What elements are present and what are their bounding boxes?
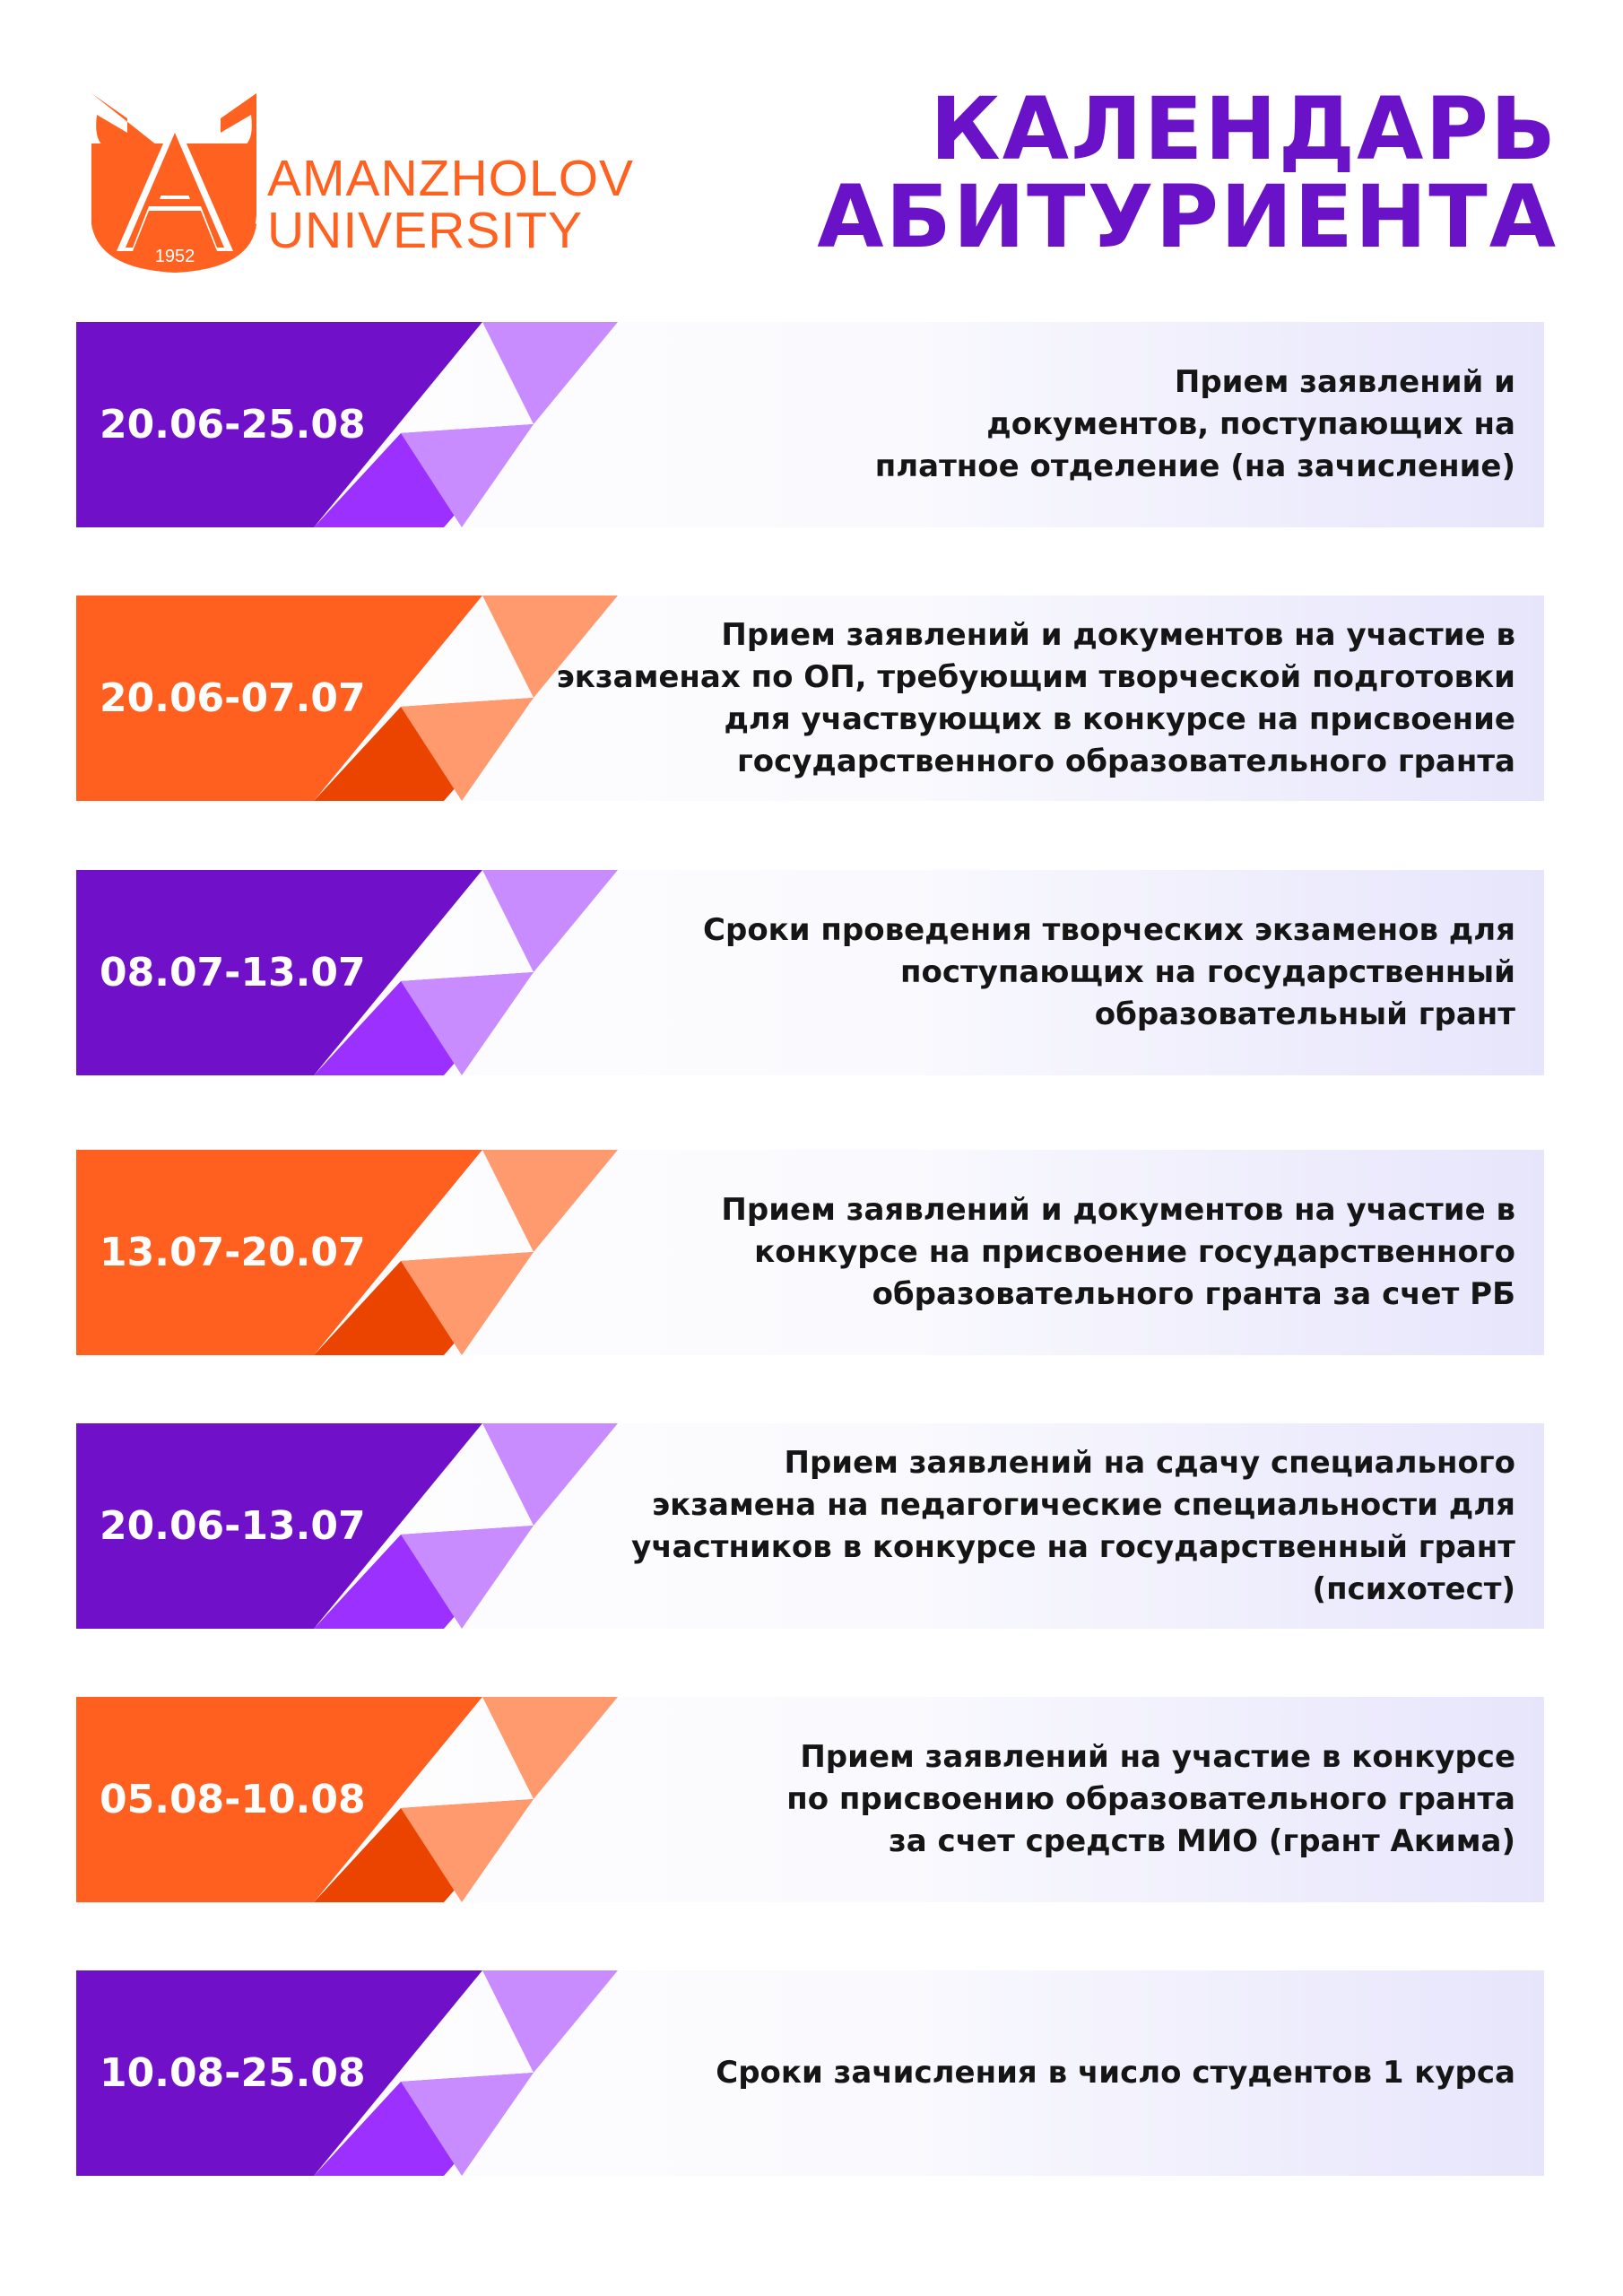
date-band [76, 596, 482, 801]
date-band [76, 1423, 482, 1629]
logo-year: 1952 [155, 247, 195, 266]
university-logo: 1952 AMANZHOLOV UNIVERSITY [90, 90, 633, 278]
light-triangle-top [482, 1423, 618, 1526]
logo-wordmark: AMANZHOLOV UNIVERSITY [267, 152, 634, 257]
light-triangle-bottom [401, 2073, 534, 2176]
calendar-item: 10.08-25.08 Сроки зачисления в число сту… [76, 1970, 1544, 2176]
calendar-item: 05.08-10.08 Прием заявлений на участие в… [76, 1697, 1544, 1902]
calendar-item: 20.06-25.08 Прием заявлений и документов… [76, 322, 1544, 527]
logo-line1: AMANZHOLOV [267, 150, 635, 207]
item-description: Прием заявлений и документов на участие … [556, 616, 1515, 779]
calendar-item: 20.06-07.07 Прием заявлений и документов… [76, 596, 1544, 801]
date-band [76, 870, 482, 1075]
decorative-triangles [76, 1970, 618, 2176]
light-triangle-top [482, 596, 618, 698]
date-range: 20.06-07.07 [100, 675, 366, 721]
light-triangle-bottom [401, 972, 534, 1075]
date-range: 20.06-25.08 [100, 402, 366, 448]
decorative-triangles [76, 1697, 618, 1902]
date-band [76, 1970, 482, 2176]
light-triangle-top [482, 322, 618, 424]
light-triangle-top [482, 1150, 618, 1252]
item-description: Прием заявлений на участие в конкурсе по… [786, 1739, 1515, 1859]
calendar-item: 13.07-20.07 Прием заявлений и документов… [76, 1150, 1544, 1355]
date-range: 20.06-13.07 [100, 1503, 366, 1549]
title-line2: АБИТУРИЕНТА [817, 167, 1558, 267]
light-triangle-bottom [401, 1526, 534, 1629]
light-triangle-top [482, 1970, 618, 2073]
decorative-triangles [76, 870, 618, 1075]
date-range: 10.08-25.08 [100, 2050, 366, 2096]
shield-emblem-icon: 1952 [91, 93, 256, 273]
date-range: 05.08-10.08 [100, 1777, 366, 1822]
date-band [76, 1150, 482, 1355]
item-description: Прием заявлений и документов, поступающи… [874, 364, 1515, 484]
date-band [76, 1697, 482, 1902]
page-title: КАЛЕНДАРЬ АБИТУРИЕНТА [817, 85, 1558, 261]
light-triangle-top [482, 870, 618, 972]
decorative-triangles [76, 322, 618, 527]
item-description: Прием заявлений и документов на участие … [721, 1192, 1515, 1312]
item-description: Прием заявлений на сдачу специального эк… [631, 1444, 1515, 1607]
light-triangle-bottom [401, 424, 534, 527]
light-triangle-bottom [401, 1252, 534, 1355]
date-band [76, 322, 482, 527]
title-line1: КАЛЕНДАРЬ [930, 79, 1558, 179]
date-range: 08.07-13.07 [100, 950, 366, 996]
decorative-triangles [76, 596, 618, 801]
calendar-item: 20.06-13.07 Прием заявлений на сдачу спе… [76, 1423, 1544, 1629]
light-triangle-bottom [401, 698, 534, 801]
calendar-item: 08.07-13.07 Сроки проведения творческих … [76, 870, 1544, 1075]
decorative-triangles [76, 1423, 618, 1629]
light-triangle-bottom [401, 1799, 534, 1902]
item-description: Сроки проведения творческих экзаменов дл… [703, 912, 1515, 1032]
decorative-triangles [76, 1150, 618, 1355]
date-range: 13.07-20.07 [100, 1230, 366, 1275]
item-description: Сроки зачисления в число студентов 1 кур… [716, 2055, 1515, 2091]
logo-line2: UNIVERSITY [267, 202, 584, 259]
light-triangle-top [482, 1697, 618, 1799]
